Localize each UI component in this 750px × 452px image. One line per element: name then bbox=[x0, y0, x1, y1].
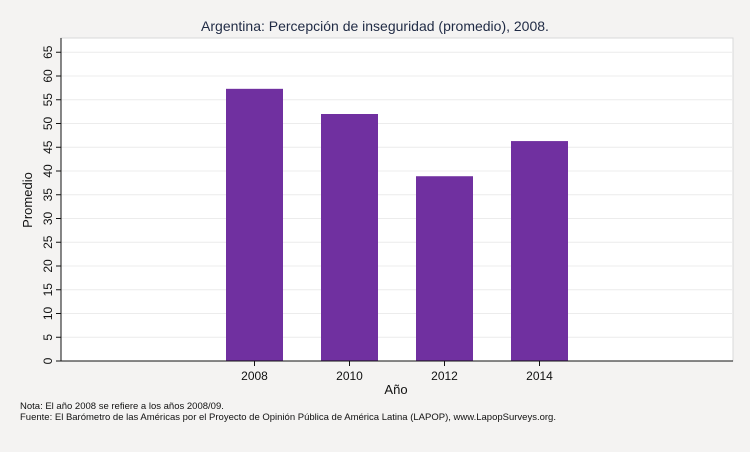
y-tick-label: 0 bbox=[41, 357, 55, 364]
x-tick-label: 2008 bbox=[241, 369, 268, 383]
y-tick-label: 15 bbox=[41, 283, 55, 297]
bar-chart: Argentina: Percepción de inseguridad (pr… bbox=[20, 18, 734, 397]
bar-2014 bbox=[511, 141, 568, 361]
y-axis-ticks: 0 5 10 15 20 25 30 35 40 45 50 55 60 65 bbox=[41, 45, 61, 364]
x-axis-label: Año bbox=[384, 382, 407, 397]
bars bbox=[226, 88, 568, 361]
axes bbox=[60, 38, 733, 362]
y-tick-label: 45 bbox=[41, 140, 55, 154]
y-tick-label: 40 bbox=[41, 164, 55, 178]
note-text: Nota: El año 2008 se refiere a los años … bbox=[20, 401, 224, 412]
y-tick-label: 5 bbox=[41, 334, 55, 341]
chart-title: Argentina: Percepción de inseguridad (pr… bbox=[201, 18, 549, 34]
source-text: Fuente: El Barómetro de las Américas por… bbox=[20, 412, 556, 423]
x-tick-label: 2012 bbox=[431, 369, 458, 383]
y-axis-label: Promedio bbox=[20, 172, 35, 228]
plot-area bbox=[60, 37, 734, 362]
y-tick-label: 65 bbox=[41, 45, 55, 59]
y-tick-label: 35 bbox=[41, 188, 55, 202]
y-tick-label: 60 bbox=[41, 69, 55, 83]
y-tick-label: 55 bbox=[41, 93, 55, 107]
y-tick-label: 25 bbox=[41, 235, 55, 249]
y-tick-label: 50 bbox=[41, 117, 55, 131]
y-tick-label: 20 bbox=[41, 259, 55, 273]
bar-2008 bbox=[226, 88, 283, 361]
bar-2012 bbox=[416, 176, 473, 361]
x-tick-label: 2010 bbox=[336, 369, 363, 383]
gridlines bbox=[61, 51, 733, 338]
y-tick-label: 30 bbox=[41, 212, 55, 226]
x-axis-ticks: 2008 2010 2012 2014 bbox=[241, 361, 553, 383]
x-tick-label: 2014 bbox=[526, 369, 553, 383]
bar-2010 bbox=[321, 114, 378, 361]
y-tick-label: 10 bbox=[41, 307, 55, 321]
chart-notes: Nota: El año 2008 se refiere a los años … bbox=[20, 401, 556, 423]
